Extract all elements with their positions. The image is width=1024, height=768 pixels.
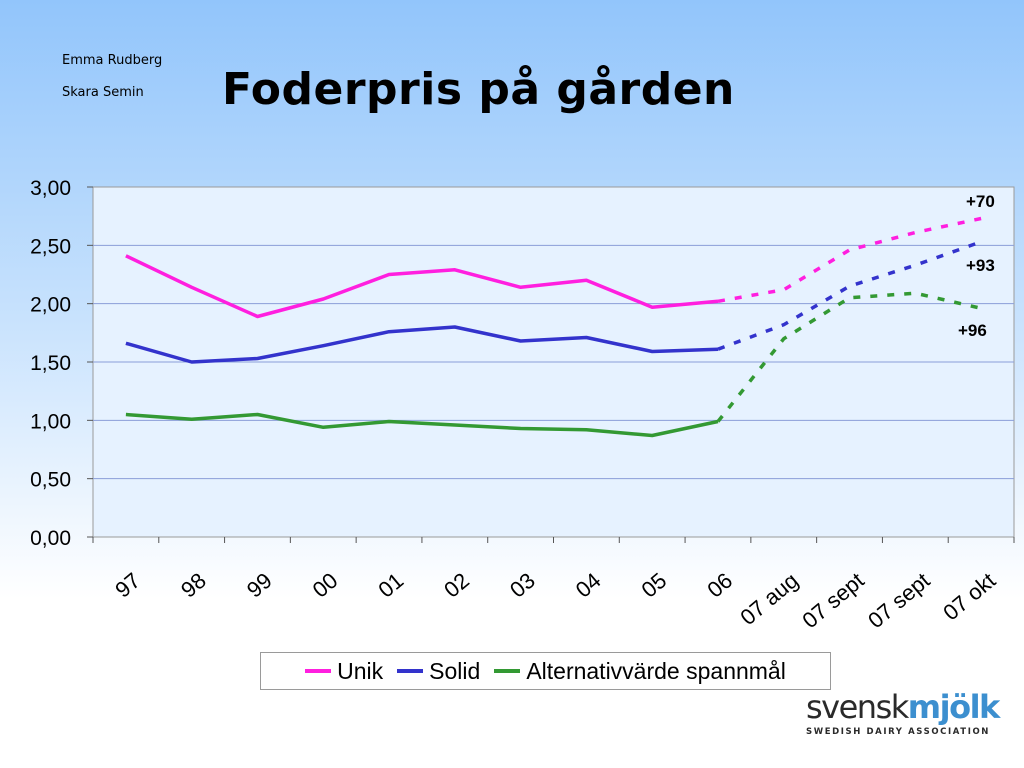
x-tick-label: 07 okt	[938, 568, 1000, 626]
x-tick-label: 97	[110, 568, 145, 603]
series-annotation: +70	[966, 192, 995, 211]
y-tick-label: 3,00	[30, 177, 71, 200]
x-tick-label: 02	[439, 568, 474, 603]
chart-legend: Unik Solid Alternativvärde spannmål	[260, 652, 831, 690]
x-tick-label: 04	[571, 568, 606, 603]
series-annotation: +96	[958, 321, 987, 340]
y-tick-label: 2,50	[30, 235, 71, 258]
y-tick-label: 1,00	[30, 410, 71, 433]
x-tick-label: 99	[242, 568, 277, 603]
legend-label-solid: Solid	[429, 657, 481, 684]
axes	[87, 186, 1015, 543]
legend-swatch-alternativvarde	[494, 669, 521, 673]
x-tick-label: 98	[176, 568, 211, 603]
legend-label-unik: Unik	[337, 657, 384, 684]
legend-swatch-unik	[305, 669, 332, 673]
series-line-solid	[125, 412, 719, 438]
legend-label-alternativvarde: Alternativvärde spannmål	[526, 657, 786, 684]
x-tick-label: 01	[373, 568, 408, 603]
author-place: Skara Semin	[62, 85, 144, 100]
series-annotations: +70 +93 +96	[958, 192, 995, 340]
logo-wordmark: svenskmjölk	[806, 688, 1001, 726]
x-tick-label: 06	[702, 568, 737, 603]
svensk-mjolk-logo: svenskmjölk SWEDISH DAIRY ASSOCIATION	[806, 688, 1001, 737]
legend-swatch-solid	[397, 669, 424, 673]
author-name: Emma Rudberg	[62, 53, 163, 68]
x-tick-label: 07 sept	[797, 568, 868, 634]
legend-item-solid: Solid	[397, 658, 480, 685]
slide-title: Foderpris på gården	[222, 64, 735, 115]
series-annotation: +93	[966, 256, 995, 275]
series-line-dashed	[716, 291, 982, 423]
series-line-dashed	[717, 240, 982, 351]
y-tick-label: 0,50	[30, 469, 71, 492]
y-axis-ticks: 0,00 0,50 1,00 1,50 2,00 2,50 3,00	[30, 177, 71, 550]
y-tick-label: 0,00	[30, 527, 71, 550]
logo-word-svensk: svensk	[806, 688, 909, 726]
logo-tagline: SWEDISH DAIRY ASSOCIATION	[806, 727, 990, 737]
series-lines	[125, 216, 982, 438]
y-tick-label: 1,50	[30, 352, 71, 375]
x-tick-label: 00	[308, 568, 343, 603]
x-tick-label: 07 aug	[735, 568, 803, 630]
series-line-solid	[125, 325, 719, 364]
x-tick-label: 07 sept	[863, 568, 934, 634]
legend-item-unik: Unik	[305, 658, 383, 685]
x-tick-label: 03	[505, 568, 540, 603]
logo-word-mjolk: mjölk	[907, 688, 1001, 726]
x-tick-label: 05	[637, 568, 672, 603]
legend-item-alternativvarde: Alternativvärde spannmål	[494, 658, 786, 685]
line-chart: 0,00 0,50 1,00 1,50 2,00 2,50 3,00 97 98 99 00 01 0…	[30, 177, 1015, 634]
y-tick-label: 2,00	[30, 294, 71, 317]
series-line-solid	[125, 254, 719, 319]
